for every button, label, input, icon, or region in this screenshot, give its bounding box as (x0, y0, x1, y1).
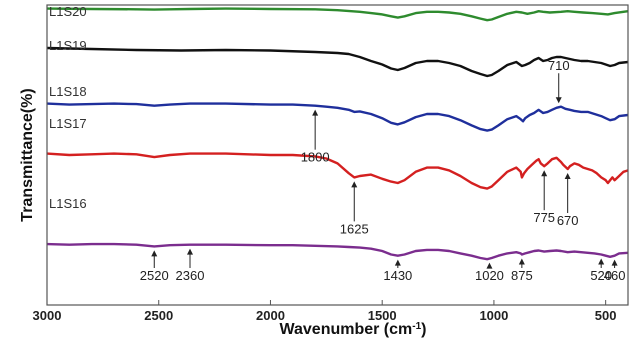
annotation-arrowhead-1430 (394, 259, 401, 266)
annotation-arrowhead-875 (518, 258, 525, 265)
series-label-l1s20: L1S20 (49, 4, 87, 19)
series-label-l1s18: L1S18 (49, 84, 87, 99)
x-tick-label-1000: 1000 (479, 308, 508, 323)
x-tick-label-2000: 2000 (256, 308, 285, 323)
annotation-label-710: 710 (548, 58, 570, 73)
annotation-label-1800: 1800 (301, 150, 330, 165)
annotation-label-2520: 2520 (140, 268, 169, 283)
x-axis-title: Wavenumber (cm-1) (279, 321, 426, 339)
annotation-arrowhead-460 (611, 259, 618, 266)
annotation-arrowhead-1800 (312, 109, 319, 116)
series-line-l1s19 (46, 46, 629, 78)
annotation-label-1020: 1020 (475, 268, 504, 283)
annotations: 2520 2360 1800 1625 1430 1020 875 775 710 670 5204… (140, 58, 626, 283)
x-tick-label-2500: 2500 (144, 308, 173, 323)
series-lines (46, 7, 629, 261)
series-labels: L1S20 L1S19 L1S18 L1S17 L1S16 (49, 4, 87, 211)
annotation-arrowhead-2360 (187, 248, 194, 255)
annotation-label-1430: 1430 (383, 268, 412, 283)
x-tick-label-3000: 3000 (33, 308, 62, 323)
annotation-arrowhead-710 (555, 97, 562, 104)
plot-frame (46, 4, 629, 306)
x-axis-ticks: 3000 2500 2000 1500 1000 500 (33, 300, 617, 323)
annotation-label-2360: 2360 (176, 268, 205, 283)
annotation-arrowhead-775 (541, 170, 548, 177)
series-label-l1s16: L1S16 (49, 196, 87, 211)
annotation-arrowhead-520 (598, 258, 605, 265)
series-line-l1s18 (46, 102, 629, 132)
series-line-l1s16 (46, 242, 629, 261)
x-tick-label-1500: 1500 (368, 308, 397, 323)
annotation-arrowhead-2520 (151, 250, 158, 257)
annotation-arrowhead-1625 (351, 181, 358, 188)
annotation-label-1625: 1625 (340, 221, 369, 236)
series-label-l1s17: L1S17 (49, 116, 87, 131)
x-tick-label-500: 500 (595, 308, 617, 323)
annotation-arrowhead-670 (564, 173, 571, 179)
annotation-label-875: 875 (511, 268, 533, 283)
annotation-label-670: 670 (557, 213, 579, 228)
series-line-l1s20 (46, 7, 629, 22)
series-line-l1s17 (46, 152, 629, 190)
annotation-arrowhead-1020 (486, 262, 493, 269)
annotation-label-460: 460 (604, 268, 626, 283)
annotation-label-520: 520 (590, 268, 612, 283)
y-axis-title: Transmittance(%) (19, 88, 36, 221)
series-label-l1s19: L1S19 (49, 38, 87, 53)
annotation-label-775: 775 (533, 210, 555, 225)
